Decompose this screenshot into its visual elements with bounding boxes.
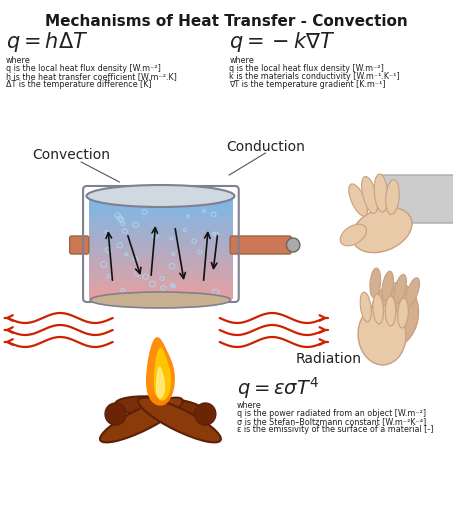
Text: $q = \varepsilon\sigma T^4$: $q = \varepsilon\sigma T^4$ bbox=[237, 375, 319, 401]
Bar bbox=[89, 229, 233, 232]
Ellipse shape bbox=[382, 271, 393, 301]
Bar bbox=[89, 232, 233, 235]
Bar bbox=[89, 198, 233, 201]
Ellipse shape bbox=[86, 185, 235, 207]
Bar bbox=[89, 285, 233, 288]
Bar bbox=[89, 242, 233, 245]
Bar bbox=[89, 293, 233, 296]
Bar bbox=[89, 222, 233, 225]
Text: Radiation: Radiation bbox=[296, 352, 362, 366]
Ellipse shape bbox=[115, 396, 206, 420]
Ellipse shape bbox=[370, 268, 381, 298]
Bar bbox=[89, 288, 233, 291]
Ellipse shape bbox=[374, 174, 388, 212]
Ellipse shape bbox=[195, 403, 216, 425]
Ellipse shape bbox=[406, 278, 419, 306]
Polygon shape bbox=[156, 367, 164, 398]
Bar bbox=[89, 227, 233, 230]
Bar bbox=[89, 283, 233, 286]
Ellipse shape bbox=[286, 238, 300, 252]
Ellipse shape bbox=[394, 274, 406, 304]
Text: k is the materials conductivity [W.m⁻¹.K⁻¹]: k is the materials conductivity [W.m⁻¹.K… bbox=[229, 72, 400, 81]
FancyBboxPatch shape bbox=[230, 236, 291, 254]
Ellipse shape bbox=[90, 292, 231, 308]
Text: ΔT is the temperature difference [K]: ΔT is the temperature difference [K] bbox=[6, 80, 151, 89]
Bar bbox=[89, 214, 233, 217]
Polygon shape bbox=[146, 338, 174, 405]
Bar bbox=[89, 247, 233, 250]
Bar bbox=[89, 249, 233, 252]
Bar bbox=[89, 295, 233, 298]
Polygon shape bbox=[155, 348, 170, 400]
Bar bbox=[89, 262, 233, 265]
Ellipse shape bbox=[370, 283, 419, 347]
Ellipse shape bbox=[385, 296, 396, 326]
Text: where: where bbox=[229, 56, 254, 65]
Bar bbox=[89, 275, 233, 278]
Text: where: where bbox=[237, 401, 262, 410]
Ellipse shape bbox=[362, 177, 378, 214]
Bar bbox=[89, 273, 233, 276]
Ellipse shape bbox=[358, 305, 406, 365]
Text: q is the local heat flux density [W.m⁻²]: q is the local heat flux density [W.m⁻²] bbox=[6, 64, 161, 73]
Bar bbox=[89, 280, 233, 283]
Bar bbox=[89, 217, 233, 220]
Bar bbox=[89, 209, 233, 212]
Bar bbox=[89, 196, 233, 199]
Text: ∇T is the temperature gradient [K.m⁻¹]: ∇T is the temperature gradient [K.m⁻¹] bbox=[229, 80, 386, 89]
Bar bbox=[89, 268, 233, 271]
Bar bbox=[89, 204, 233, 207]
Text: q is the power radiated from an object [W.m⁻²]: q is the power radiated from an object [… bbox=[237, 409, 426, 418]
Text: Mechanisms of Heat Transfer - Convection: Mechanisms of Heat Transfer - Convection bbox=[45, 14, 408, 29]
Bar bbox=[89, 206, 233, 209]
Ellipse shape bbox=[138, 397, 221, 442]
Ellipse shape bbox=[352, 208, 412, 252]
Bar bbox=[89, 278, 233, 281]
Bar bbox=[89, 255, 233, 258]
Bar bbox=[89, 234, 233, 237]
Text: Convection: Convection bbox=[33, 148, 110, 162]
Bar bbox=[89, 237, 233, 240]
Bar bbox=[89, 260, 233, 263]
Bar bbox=[89, 244, 233, 247]
Text: Conduction: Conduction bbox=[226, 140, 305, 154]
Text: q is the local heat flux density [W.m⁻²]: q is the local heat flux density [W.m⁻²] bbox=[229, 64, 384, 73]
Text: ε is the emissivity of the surface of a material [-]: ε is the emissivity of the surface of a … bbox=[237, 425, 433, 434]
Bar bbox=[89, 290, 233, 293]
FancyBboxPatch shape bbox=[70, 236, 89, 254]
Ellipse shape bbox=[373, 294, 383, 324]
Bar bbox=[89, 219, 233, 222]
Bar bbox=[89, 257, 233, 260]
FancyBboxPatch shape bbox=[377, 175, 463, 223]
Bar bbox=[89, 239, 233, 242]
Ellipse shape bbox=[100, 397, 182, 442]
Bar bbox=[89, 224, 233, 227]
Bar bbox=[89, 265, 233, 268]
Bar bbox=[89, 270, 233, 273]
Text: $q = -k\nabla T$: $q = -k\nabla T$ bbox=[229, 30, 336, 54]
Ellipse shape bbox=[340, 224, 366, 246]
Text: where: where bbox=[6, 56, 30, 65]
Bar bbox=[89, 211, 233, 214]
Ellipse shape bbox=[398, 298, 408, 328]
Bar bbox=[89, 201, 233, 204]
Ellipse shape bbox=[349, 184, 367, 216]
Ellipse shape bbox=[105, 403, 126, 425]
Ellipse shape bbox=[360, 292, 371, 322]
Ellipse shape bbox=[386, 180, 399, 215]
Bar bbox=[89, 252, 233, 255]
Text: h is the heat transfer coefficient [W.m⁻².K]: h is the heat transfer coefficient [W.m⁻… bbox=[6, 72, 177, 81]
Text: $q = h\Delta T$: $q = h\Delta T$ bbox=[6, 30, 88, 54]
Text: σ is the Stefan–Boltzmann constant [W.m⁻²K⁻⁴]: σ is the Stefan–Boltzmann constant [W.m⁻… bbox=[237, 417, 426, 426]
